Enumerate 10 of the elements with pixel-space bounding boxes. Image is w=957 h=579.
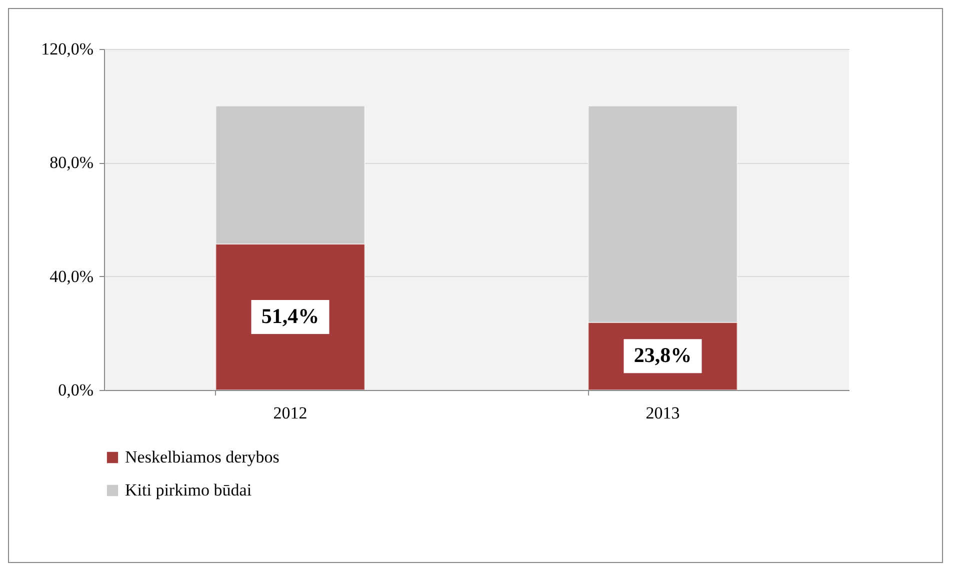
data-label: 51,4%: [261, 304, 320, 328]
y-tick-label: 40,0%: [50, 266, 94, 286]
data-label: 23,8%: [634, 343, 692, 368]
x-tick-label: 2013: [646, 404, 680, 422]
y-tick-label: 120,0%: [41, 40, 94, 58]
y-tick-label: 0,0%: [58, 380, 94, 400]
y-tick-label: 80,0%: [50, 153, 94, 172]
x-tick-label: 2012: [273, 404, 308, 422]
legend-label: Neskelbiamos derybos: [125, 448, 280, 466]
legend-label: Kiti pirkimo būdai: [125, 480, 252, 500]
